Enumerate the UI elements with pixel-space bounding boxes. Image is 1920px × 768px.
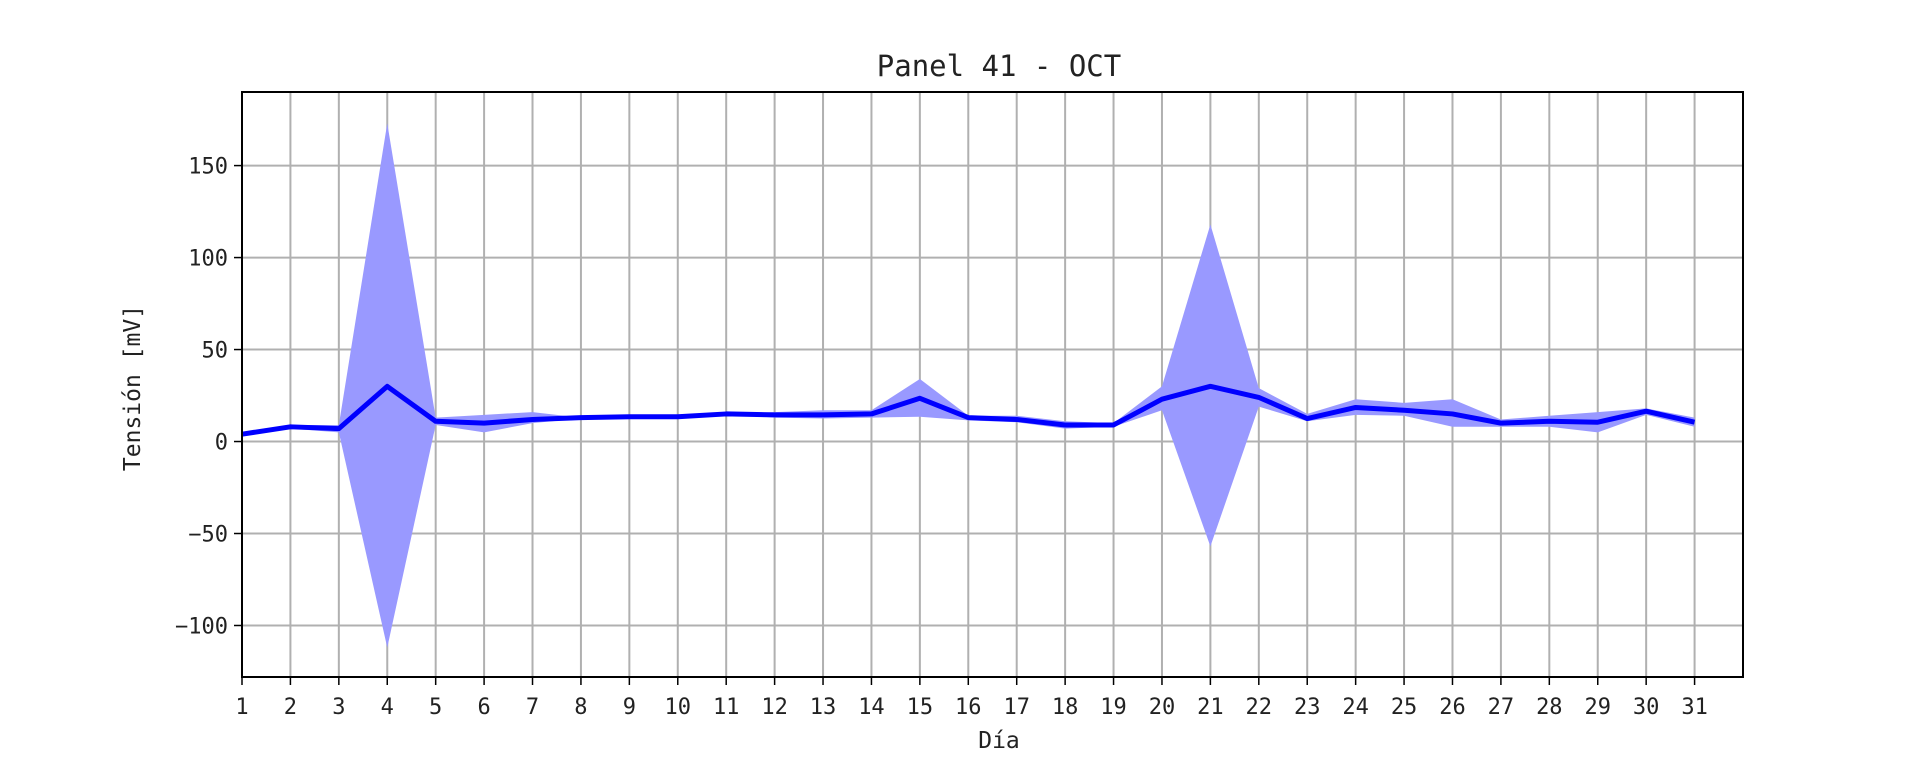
x-tick-label: 21	[1197, 695, 1224, 720]
x-tick-label: 16	[955, 695, 982, 720]
x-tick-label: 6	[477, 695, 490, 720]
y-tick-label: −50	[188, 523, 228, 548]
x-tick-label: 31	[1681, 695, 1708, 720]
x-tick-label: 2	[284, 695, 297, 720]
x-tick-label: 5	[429, 695, 442, 720]
x-tick-label: 1	[235, 695, 248, 720]
x-tick-label: 13	[810, 695, 837, 720]
x-tick-label: 17	[1003, 695, 1030, 720]
x-tick-label: 7	[526, 695, 539, 720]
x-tick-label: 11	[713, 695, 740, 720]
y-tick-label: 50	[202, 339, 229, 364]
x-axis-label: Día	[978, 728, 1020, 754]
x-tick-label: 23	[1294, 695, 1321, 720]
x-tick-label: 15	[907, 695, 934, 720]
series-band	[242, 123, 1695, 648]
plot-frame	[241, 91, 1744, 678]
x-tick-label: 22	[1246, 695, 1273, 720]
y-axis-label: Tensión [mV]	[120, 305, 146, 471]
x-axis: 1 2 3 4 5 6 7 8 9 10 11 12 13 14 15 16 17 18 19 20 21 22 23 24 2…	[235, 677, 1708, 720]
x-tick-label: 9	[623, 695, 636, 720]
series-line	[241, 383, 1696, 437]
y-tick-label: 0	[215, 431, 228, 456]
x-tick-label: 8	[574, 695, 587, 720]
x-tick-label: 18	[1052, 695, 1079, 720]
y-tick-label: −100	[175, 614, 228, 639]
x-tick-label: 14	[858, 695, 885, 720]
grid	[241, 92, 1743, 677]
x-tick-label: 10	[665, 695, 692, 720]
y-axis: −100 −50 0 50 100 150	[175, 155, 242, 639]
y-tick-label: 150	[188, 155, 228, 180]
y-tick-label: 100	[188, 247, 228, 272]
x-tick-label: 20	[1149, 695, 1176, 720]
x-tick-label: 19	[1100, 695, 1127, 720]
x-tick-label: 12	[761, 695, 788, 720]
x-tick-label: 26	[1439, 695, 1466, 720]
x-tick-label: 27	[1488, 695, 1515, 720]
x-tick-label: 3	[332, 695, 345, 720]
x-tick-label: 24	[1342, 695, 1369, 720]
x-tick-label: 4	[381, 695, 394, 720]
x-tick-label: 30	[1633, 695, 1660, 720]
x-tick-label: 29	[1584, 695, 1611, 720]
chart-title: Panel 41 - OCT	[877, 49, 1121, 83]
x-tick-label: 25	[1391, 695, 1418, 720]
x-tick-label: 28	[1536, 695, 1563, 720]
